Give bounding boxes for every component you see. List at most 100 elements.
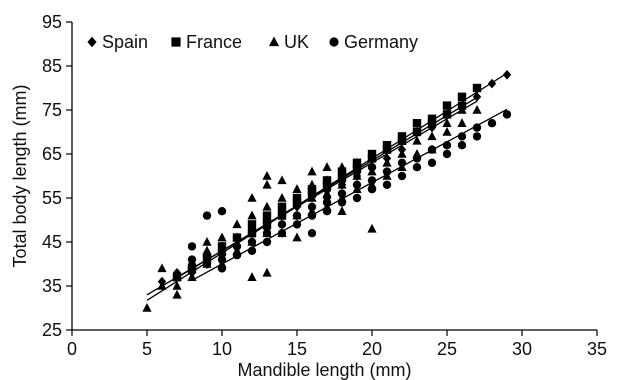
point-germany [382, 180, 392, 189]
point-uk [262, 179, 272, 189]
x-tick-label: 5 [142, 339, 152, 359]
point-spain [322, 193, 332, 203]
point-germany [277, 220, 287, 229]
x-tick-label: 35 [587, 339, 607, 359]
point-uk [232, 219, 242, 229]
point-france [427, 119, 437, 128]
point-france [352, 163, 362, 172]
point-germany [247, 237, 257, 247]
point-uk [157, 263, 167, 273]
point-uk [187, 272, 197, 281]
y-axis-title: Total body length (mm) [10, 84, 30, 267]
point-uk [202, 236, 212, 246]
point-uk [157, 280, 167, 290]
point-germany [307, 189, 317, 198]
point-france [247, 229, 257, 238]
point-france [337, 171, 347, 181]
point-germany [307, 202, 317, 211]
point-germany [367, 185, 377, 194]
trend-line-germany [191, 108, 508, 281]
data-points [142, 69, 512, 312]
y-tick-label: 75 [42, 100, 62, 120]
point-uk [217, 232, 227, 242]
legend-item-france: France [171, 32, 242, 52]
point-uk [142, 302, 152, 312]
y-tick-label: 35 [42, 276, 62, 296]
point-france [427, 114, 437, 123]
point-germany [367, 163, 377, 172]
point-uk [247, 210, 257, 220]
point-uk [172, 280, 182, 290]
point-germany [412, 154, 422, 163]
point-germany [262, 229, 272, 238]
x-tick-label: 0 [67, 339, 77, 359]
point-uk [382, 144, 392, 154]
point-uk [397, 135, 407, 145]
point-germany [472, 123, 482, 132]
point-germany [262, 237, 272, 247]
point-france [187, 264, 197, 273]
point-germany [337, 176, 347, 185]
point-germany [412, 163, 422, 172]
point-germany [322, 207, 332, 216]
point-uk [322, 175, 332, 185]
point-germany [457, 141, 467, 150]
point-uk [472, 104, 482, 114]
point-germany [247, 246, 257, 255]
point-france [442, 110, 452, 119]
point-uk [172, 289, 182, 299]
point-france [277, 211, 287, 220]
point-uk [367, 153, 377, 163]
point-germany [382, 167, 392, 176]
point-germany [442, 141, 452, 150]
x-tick-label: 25 [437, 339, 457, 359]
point-uk [307, 166, 317, 176]
point-germany [427, 145, 437, 154]
point-germany [262, 215, 272, 225]
x-tick-label: 20 [362, 339, 382, 359]
point-france [322, 180, 332, 189]
point-uk [352, 157, 362, 167]
y-tick-label: 55 [42, 188, 62, 208]
point-germany [307, 211, 317, 220]
point-germany [397, 158, 407, 167]
point-uk [292, 232, 302, 242]
point-germany [232, 251, 242, 260]
legend-item-spain: Spain [87, 32, 148, 52]
point-france [457, 92, 467, 101]
point-germany [307, 229, 317, 238]
point-uk [337, 162, 347, 171]
point-germany [232, 242, 242, 251]
point-uk [427, 131, 437, 141]
point-germany [292, 220, 302, 229]
y-tick-label: 85 [42, 56, 62, 76]
point-uk [412, 135, 422, 145]
point-france [472, 83, 482, 93]
y-tick-label: 65 [42, 144, 62, 164]
legend-label: Germany [344, 32, 418, 52]
point-germany [292, 211, 302, 220]
point-germany [322, 185, 332, 194]
x-tick-label: 10 [212, 339, 232, 359]
point-germany [232, 233, 242, 242]
point-germany [337, 189, 347, 198]
point-uk [442, 126, 452, 136]
point-germany [247, 224, 257, 233]
point-germany [202, 211, 212, 220]
legend-marker-france [171, 37, 181, 47]
point-germany [277, 229, 287, 238]
legend-marker-spain [87, 36, 97, 48]
y-tick-label: 25 [42, 320, 62, 340]
point-germany [367, 176, 377, 185]
point-uk [247, 272, 257, 281]
point-uk [457, 118, 467, 127]
legend-marker-uk [268, 36, 280, 47]
point-france [262, 220, 272, 229]
point-germany [217, 264, 227, 273]
point-germany [457, 132, 467, 141]
point-germany [352, 193, 362, 203]
point-uk [262, 201, 272, 211]
point-germany [337, 198, 347, 207]
